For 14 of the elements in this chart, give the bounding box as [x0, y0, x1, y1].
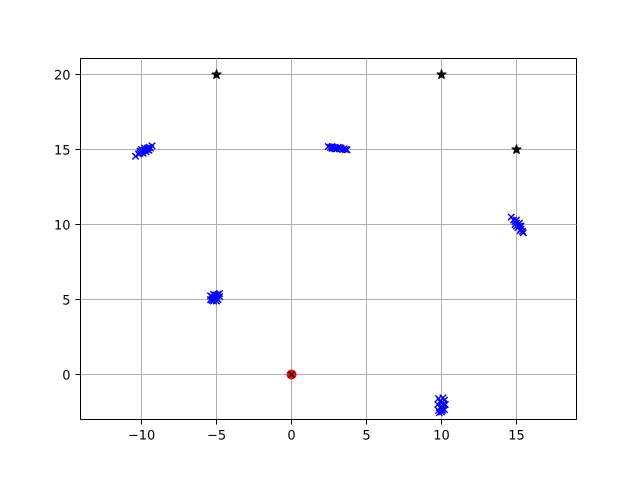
y-tick-label: 15 [54, 144, 71, 159]
point [211, 69, 222, 80]
x-tick-label: 15 [508, 428, 525, 444]
point [436, 69, 447, 80]
point [511, 144, 522, 154]
x-tick-label: 0 [287, 428, 296, 444]
y-tick-label: 10 [54, 218, 71, 234]
x-tick-label: −10 [128, 428, 156, 444]
x-tick-label: −5 [206, 428, 226, 444]
y-tick-label: 20 [54, 68, 71, 84]
x-tick-label: 5 [362, 428, 371, 444]
x-tick-label: 10 [433, 428, 450, 444]
y-tick-label: 5 [62, 294, 71, 309]
y-tick-label: 0 [62, 368, 71, 384]
